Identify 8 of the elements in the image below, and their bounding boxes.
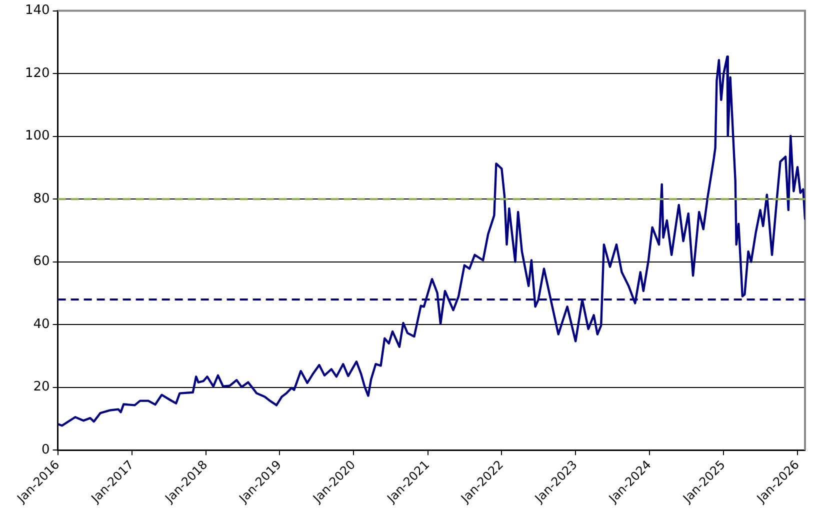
y-tick-label: 20 bbox=[33, 380, 50, 395]
y-tick-label: 100 bbox=[24, 128, 50, 144]
y-tick-label: 40 bbox=[33, 316, 50, 332]
y-tick-label: 80 bbox=[33, 191, 50, 206]
y-tick-label: 0 bbox=[42, 442, 50, 458]
y-tick-label: 120 bbox=[24, 66, 50, 81]
y-tick-label: 60 bbox=[33, 254, 50, 270]
y-tick-label: 140 bbox=[24, 3, 50, 18]
